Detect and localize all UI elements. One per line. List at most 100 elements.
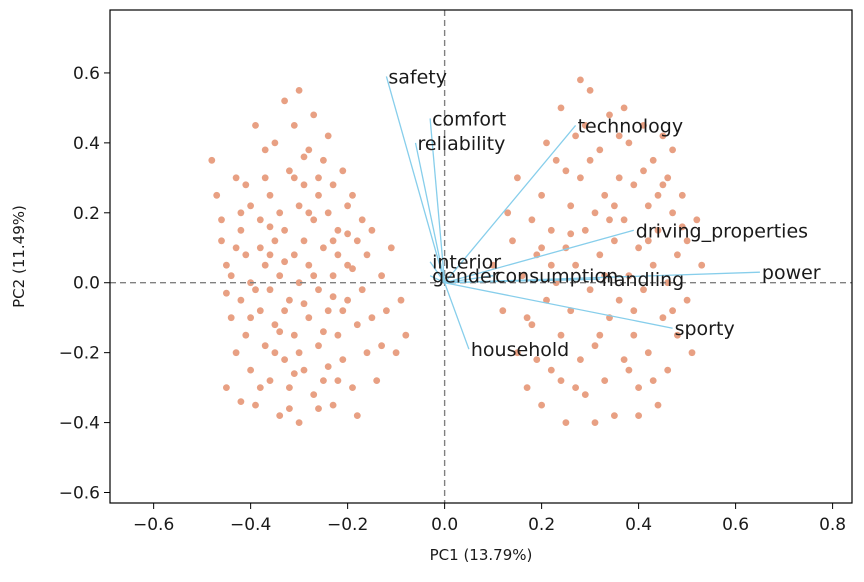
data-point — [620, 104, 628, 112]
data-point — [630, 307, 638, 315]
data-point — [353, 321, 361, 329]
data-point — [261, 342, 269, 350]
data-point — [227, 314, 235, 322]
data-point — [339, 307, 347, 315]
loading-label: gender — [432, 266, 500, 288]
data-point — [276, 209, 284, 217]
data-point — [286, 384, 293, 391]
data-point — [543, 139, 550, 147]
data-point — [557, 331, 565, 339]
data-point — [581, 391, 589, 398]
data-point — [547, 366, 555, 374]
data-point — [305, 146, 313, 154]
data-point — [615, 296, 623, 304]
data-point — [402, 331, 410, 339]
data-point — [533, 356, 541, 363]
loading-arrow — [414, 142, 446, 283]
data-point — [290, 174, 298, 182]
data-point — [334, 226, 342, 234]
data-point — [252, 122, 259, 129]
x-tick-label: 0.8 — [819, 515, 846, 535]
loading-arrow — [444, 282, 470, 350]
data-point — [310, 272, 318, 280]
data-point — [271, 237, 279, 245]
data-point — [344, 296, 351, 304]
data-point — [295, 349, 303, 357]
data-point — [547, 226, 555, 234]
data-point — [247, 366, 255, 374]
data-point — [295, 87, 303, 94]
x-tick-label: −0.4 — [230, 515, 271, 535]
data-point — [266, 251, 274, 259]
loading-label: handling — [602, 269, 684, 291]
data-point — [678, 223, 686, 231]
data-point — [683, 296, 691, 304]
data-point — [674, 331, 681, 339]
data-point — [315, 405, 322, 412]
y-tick-label: −0.2 — [59, 344, 100, 364]
data-point — [242, 181, 250, 189]
loading-arrow — [385, 76, 446, 283]
data-point — [543, 296, 550, 304]
loading-label: consumption — [495, 266, 618, 288]
data-point — [669, 146, 676, 154]
loading-label: driving_properties — [636, 220, 808, 242]
data-point — [489, 261, 497, 269]
data-point — [271, 321, 279, 329]
data-point — [237, 398, 245, 405]
data-point — [567, 307, 575, 315]
data-point — [620, 216, 628, 224]
data-point — [281, 258, 288, 266]
data-point — [252, 286, 259, 294]
data-point — [523, 384, 531, 391]
data-point — [640, 167, 647, 175]
data-point — [523, 314, 531, 322]
loading-label: safety — [388, 66, 447, 88]
data-point — [329, 237, 337, 245]
loading-arrow — [429, 275, 445, 284]
data-point — [552, 156, 560, 164]
data-point — [499, 307, 507, 315]
data-point — [329, 401, 337, 409]
data-point — [538, 191, 545, 199]
data-point — [256, 244, 264, 252]
data-point — [310, 216, 318, 224]
data-point — [223, 384, 230, 391]
data-point — [538, 401, 545, 409]
data-point — [300, 300, 308, 308]
data-point — [591, 342, 599, 350]
loading-label: technology — [578, 115, 684, 137]
data-point — [256, 216, 264, 224]
data-point — [664, 279, 672, 287]
data-point — [654, 226, 662, 234]
y-tick-label: −0.4 — [59, 414, 100, 434]
data-point — [276, 328, 284, 336]
data-point — [635, 412, 642, 419]
data-point — [227, 272, 235, 280]
scatter-points — [208, 76, 706, 426]
data-point — [266, 191, 274, 199]
data-point — [315, 286, 322, 294]
data-point — [310, 391, 318, 398]
data-point — [552, 279, 560, 287]
loading-label: reliability — [418, 133, 506, 155]
data-point — [586, 156, 594, 164]
data-point — [218, 216, 225, 224]
data-point — [625, 366, 633, 374]
data-point — [305, 261, 313, 269]
data-point — [615, 174, 623, 182]
data-point — [378, 342, 385, 350]
data-point — [630, 331, 638, 339]
data-point — [674, 251, 681, 259]
data-point — [324, 363, 332, 370]
data-point — [363, 251, 371, 259]
data-point — [577, 356, 584, 363]
y-axis-ticks: −0.6 −0.4 −0.2 0.0 0.2 0.4 0.6 — [59, 64, 110, 504]
data-point — [644, 202, 652, 210]
data-point — [514, 174, 521, 182]
data-point — [213, 191, 221, 199]
loading-arrow — [444, 282, 673, 329]
data-point — [368, 314, 376, 322]
data-point — [649, 261, 657, 269]
